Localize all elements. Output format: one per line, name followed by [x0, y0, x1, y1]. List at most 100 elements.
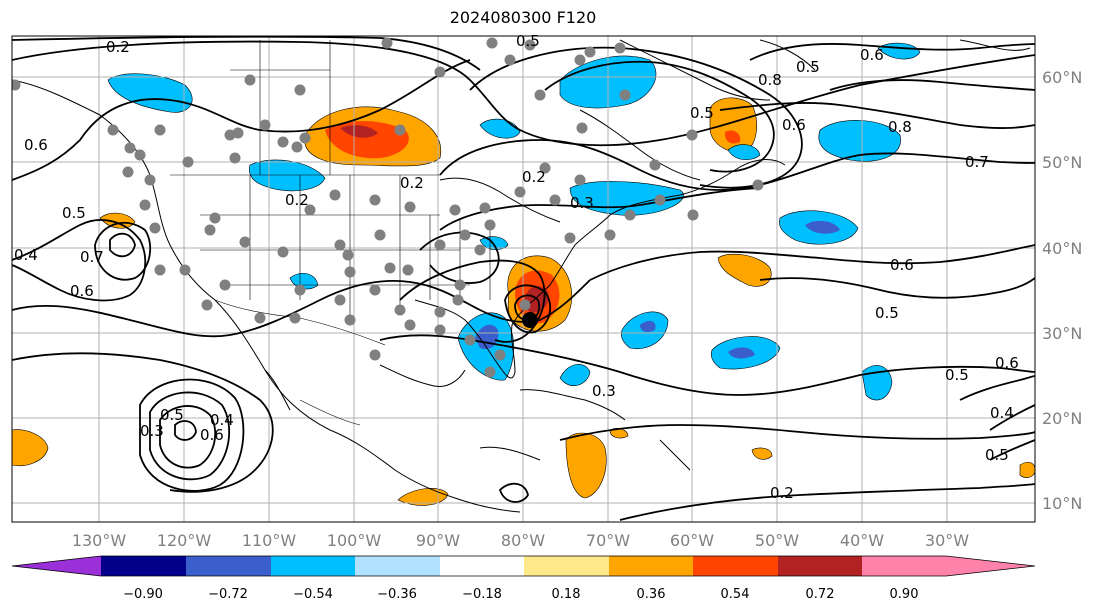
latitude-labels: 60°N 50°N 40°N 30°N 20°N 10°N	[1042, 68, 1082, 513]
cool-anomaly-newfoundland	[727, 144, 761, 160]
storm-center-marker	[522, 312, 538, 328]
colorbar-segment	[524, 556, 609, 576]
contour-labels: 0.2 0.5 0.6 0.4 0.7 0.6 0.5 0.3 0.5 0.6 …	[14, 32, 1019, 502]
contour-label: 0.3	[592, 382, 616, 400]
contour-label: 0.2	[285, 191, 309, 209]
colorbar-segment	[271, 556, 355, 576]
contour-label: 0.6	[24, 136, 48, 154]
contour-label: 0.2	[400, 174, 424, 192]
colorbar-segment	[355, 556, 440, 576]
lat-label: 30°N	[1042, 324, 1082, 343]
cool-anomaly-caribbean-1	[559, 364, 591, 386]
lat-label: 10°N	[1042, 494, 1082, 513]
warm-inner-northern-plains	[340, 125, 378, 138]
contour-label: 0.6	[782, 116, 806, 134]
lon-label: 50°W	[755, 531, 799, 550]
colorbar-tick: −0.90	[123, 587, 163, 602]
colorbar-segment	[946, 556, 1035, 576]
lon-label: 80°W	[501, 531, 545, 550]
contour-label: 0.5	[796, 58, 820, 76]
lon-label: 60°W	[670, 531, 714, 550]
colorbar: −0.90 −0.72 −0.54 −0.36 −0.18 0.18 0.36 …	[11, 555, 1036, 602]
lon-label: 130°W	[72, 531, 127, 550]
warm-core-labrador	[724, 130, 741, 144]
lon-label: 120°W	[157, 531, 212, 550]
lat-label: 50°N	[1042, 153, 1082, 172]
cool-anomaly-canada-1	[249, 159, 326, 192]
colorbar-segment	[101, 556, 186, 576]
contour-label: 0.8	[758, 71, 782, 89]
colorbar-segment	[12, 556, 101, 576]
contour-label: 0.2	[770, 484, 794, 502]
warm-anomaly-e-pacific	[397, 488, 449, 506]
shaded-fields	[12, 42, 1035, 506]
cool-anomaly-alaska	[107, 73, 193, 113]
cool-anomaly-quebec	[479, 118, 521, 139]
contour-label: 0.5	[985, 446, 1009, 464]
colorbar-tick: −0.18	[462, 587, 502, 602]
warm-anomaly-atlantic-1	[717, 253, 772, 287]
contour-label: 0.5	[160, 406, 184, 424]
station-markers	[12, 37, 764, 378]
cool-core-atlantic-1	[640, 320, 656, 333]
colorbar-tick: 0.18	[552, 587, 581, 602]
map-title: 2024080300 F120	[449, 8, 597, 27]
warm-anomaly-pacific-sw	[12, 429, 49, 467]
lon-label: 70°W	[586, 531, 630, 550]
contour-label: 0.3	[140, 422, 164, 440]
lon-label: 30°W	[925, 531, 969, 550]
colorbar-tick: 0.72	[806, 587, 835, 602]
contour-label: 0.5	[875, 304, 899, 322]
lat-label: 40°N	[1042, 239, 1082, 258]
colorbar-segment	[778, 556, 862, 576]
lat-label: 60°N	[1042, 68, 1082, 87]
contour-label: 0.4	[14, 246, 38, 264]
colorbar-tick: −0.72	[208, 587, 248, 602]
colorbar-tick: 0.36	[637, 587, 666, 602]
cool-anomaly-great-lakes	[479, 236, 509, 250]
map-frame	[11, 35, 1036, 523]
colorbar-tick: 0.90	[890, 587, 919, 602]
contour-label: 0.6	[70, 282, 94, 300]
contour-label: 0.6	[890, 256, 914, 274]
contour-label: 0.2	[522, 168, 546, 186]
warm-anomaly-atlantic-2	[751, 447, 773, 460]
colorbar-tick: −0.36	[377, 587, 417, 602]
contour-label: 0.3	[570, 194, 594, 212]
lon-label: 110°W	[242, 531, 297, 550]
colorbar-segment	[186, 556, 271, 576]
colorbar-tick: −0.54	[293, 587, 333, 602]
warm-anomaly-caribbean	[565, 432, 607, 499]
contour-label: 0.7	[80, 248, 104, 266]
lat-label: 20°N	[1042, 409, 1082, 428]
lon-label: 100°W	[327, 531, 382, 550]
contour-label: 0.4	[210, 411, 234, 429]
contour-label: 0.8	[888, 118, 912, 136]
longitude-labels: 130°W 120°W 110°W 100°W 90°W 80°W 70°W 6…	[72, 531, 969, 550]
lon-label: 90°W	[416, 531, 460, 550]
contour-label: 0.6	[200, 426, 224, 444]
warm-anomaly-labrador	[709, 97, 758, 153]
coastlines	[12, 39, 1031, 513]
contour-label: 0.4	[990, 404, 1014, 422]
lon-label: 40°W	[840, 531, 884, 550]
graticule	[12, 36, 1035, 522]
colorbar-segment	[609, 556, 693, 576]
warm-anomaly-far-east	[1019, 461, 1035, 479]
contour-label: 0.5	[945, 366, 969, 384]
contour-label: 0.5	[62, 204, 86, 222]
political-borders	[170, 40, 491, 426]
colorbar-tick: 0.54	[721, 587, 750, 602]
contour-label: 0.5	[690, 104, 714, 122]
colorbar-segment	[693, 556, 778, 576]
contour-label: 0.6	[860, 46, 884, 64]
contour-label: 0.6	[995, 354, 1019, 372]
contour-label: 0.2	[106, 38, 130, 56]
contours	[12, 36, 1035, 521]
cool-core-mid-atlantic	[805, 220, 840, 234]
cool-core-atlantic-2	[728, 347, 755, 359]
contour-label: 0.7	[965, 153, 989, 171]
colorbar-segment	[862, 556, 946, 576]
contour-label: 0.5	[516, 32, 540, 50]
